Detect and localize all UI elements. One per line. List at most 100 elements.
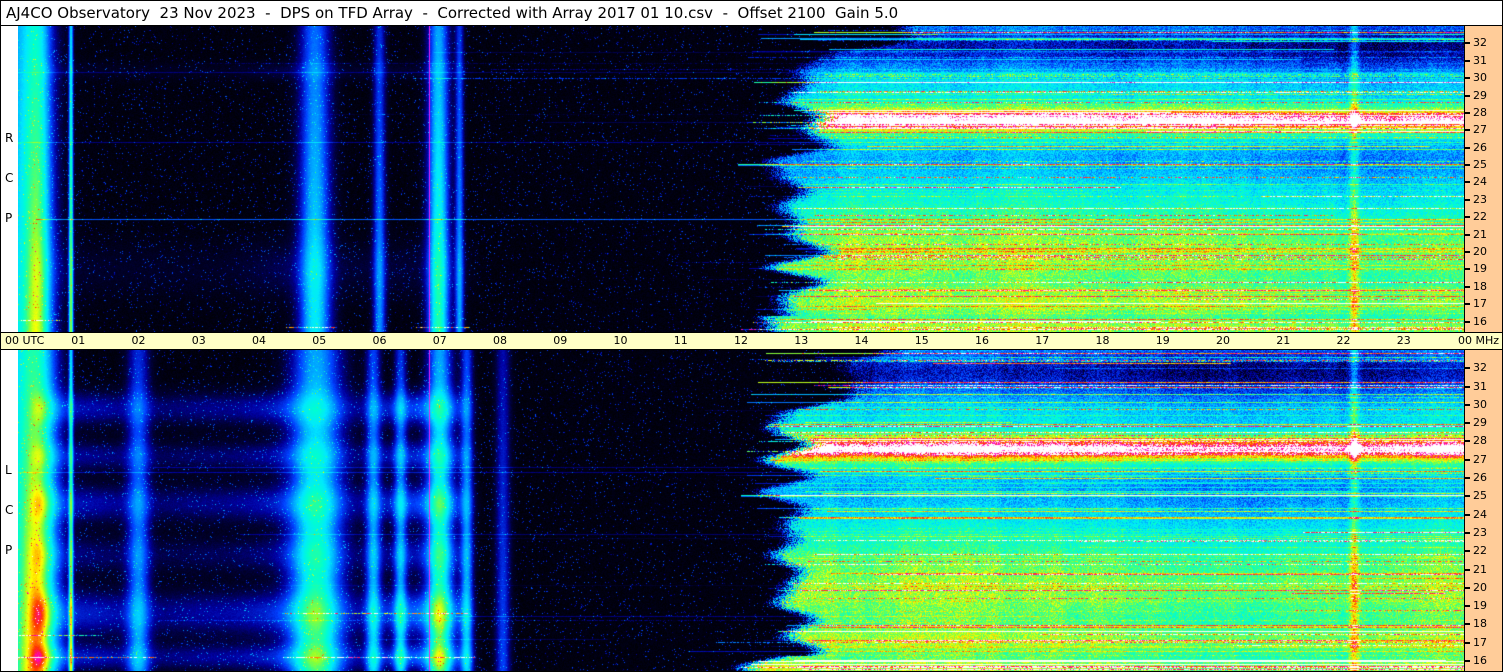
frequency-tick (1465, 285, 1470, 288)
frequency-tick (1465, 477, 1470, 480)
frequency-tick-label: 29 (1473, 416, 1487, 430)
frequency-tick-label: 21 (1473, 227, 1487, 241)
frequency-tick-label: 18 (1473, 617, 1487, 631)
frequency-tick-label: 28 (1473, 105, 1487, 119)
frequency-tick (1465, 531, 1470, 534)
frequency-tick (1465, 42, 1470, 45)
frequency-tick (1465, 303, 1470, 306)
frequency-tick (1465, 216, 1470, 219)
time-axis-start-label: 00 UTC (5, 334, 45, 347)
frequency-tick (1465, 367, 1470, 370)
lcp-polarization-label: L C P (1, 350, 18, 671)
frequency-tick (1465, 403, 1470, 406)
frequency-tick (1465, 59, 1470, 62)
frequency-tick (1465, 568, 1470, 571)
time-axis-hour-label: 12 (734, 334, 748, 347)
spectrogram-lcp-panel (18, 350, 1464, 671)
frequency-tick-label: 27 (1473, 123, 1487, 137)
frequency-tick-label: 30 (1473, 71, 1487, 85)
frequency-tick-label: 22 (1473, 210, 1487, 224)
time-axis: 00 UTC 01 02 03 04 05 06 07 08 09 10 11 12 13 14 15 16 17… (1, 332, 1502, 350)
frequency-scale-bottom: 32 31 30 29 28 27 26 25 24 23 22 21 20 19 18 17 16 (1464, 350, 1502, 671)
frequency-tick (1465, 623, 1470, 626)
frequency-tick-label: 23 (1473, 525, 1487, 539)
time-axis-hour-label: 13 (794, 334, 809, 347)
frequency-tick (1465, 586, 1470, 589)
frequency-tick (1465, 422, 1470, 425)
frequency-tick (1465, 181, 1470, 184)
time-axis-hour-label: 10 (613, 334, 628, 347)
frequency-tick-label: 16 (1473, 314, 1487, 328)
time-axis-hour-label: 06 (372, 334, 387, 347)
lcp-label-letter: P (5, 543, 13, 557)
time-axis-hour-label: 18 (1095, 334, 1110, 347)
time-axis-hour-label: 20 (1216, 334, 1230, 347)
frequency-tick (1465, 550, 1470, 553)
time-axis-end-label: 00 MHz (1457, 334, 1499, 347)
frequency-tick (1465, 94, 1470, 97)
frequency-tick-label: 19 (1473, 599, 1487, 613)
frequency-scale-top: 32 31 30 29 28 27 26 25 24 23 22 21 20 19 18 17 16 (1464, 26, 1502, 332)
frequency-tick-label: 22 (1473, 544, 1487, 558)
time-axis-hour-label: 09 (553, 334, 568, 347)
title-bar: AJ4CO Observatory 23 Nov 2023 - DPS on T… (1, 1, 1502, 26)
frequency-tick-label: 24 (1473, 507, 1487, 521)
frequency-tick (1465, 111, 1470, 114)
frequency-tick-label: 31 (1473, 379, 1487, 393)
frequency-tick-label: 18 (1473, 279, 1487, 293)
frequency-tick (1465, 385, 1470, 388)
frequency-tick (1465, 129, 1470, 132)
frequency-tick (1465, 198, 1470, 201)
rcp-label-letter: P (5, 211, 13, 225)
frequency-tick-label: 26 (1473, 471, 1487, 485)
frequency-tick-label: 32 (1473, 361, 1487, 375)
time-axis-hour-label: 15 (914, 334, 929, 347)
frequency-tick (1465, 233, 1470, 236)
frequency-tick (1465, 320, 1470, 323)
frequency-tick-label: 16 (1473, 654, 1487, 668)
time-axis-hour-label: 01 (71, 334, 86, 347)
time-axis-hour-label: 04 (252, 334, 266, 347)
frequency-tick-label: 29 (1473, 88, 1487, 102)
time-axis-hour-label: 21 (1276, 334, 1291, 347)
rcp-label-letter: C (5, 171, 14, 185)
frequency-tick-label: 30 (1473, 397, 1487, 411)
frequency-tick (1465, 495, 1470, 498)
frequency-tick-label: 31 (1473, 53, 1487, 67)
frequency-tick-label: 25 (1473, 489, 1487, 503)
time-axis-hour-label: 07 (432, 334, 447, 347)
frequency-tick (1465, 268, 1470, 271)
frequency-tick (1465, 77, 1470, 80)
rcp-label-letter: R (5, 131, 14, 145)
time-axis-hour-label: 22 (1336, 334, 1351, 347)
time-axis-hour-label: 03 (191, 334, 206, 347)
frequency-tick-label: 19 (1473, 262, 1487, 276)
frequency-tick (1465, 513, 1470, 516)
time-axis-hour-label: 02 (131, 334, 146, 347)
frequency-tick (1465, 251, 1470, 254)
frequency-tick-label: 32 (1473, 36, 1487, 50)
frequency-tick-label: 24 (1473, 175, 1487, 189)
frequency-tick (1465, 605, 1470, 608)
frequency-tick-label: 20 (1473, 580, 1487, 594)
frequency-tick-label: 23 (1473, 192, 1487, 206)
time-axis-hour-label: 05 (312, 334, 327, 347)
frequency-tick (1465, 660, 1470, 663)
frequency-tick-label: 17 (1473, 635, 1487, 649)
frequency-tick-label: 20 (1473, 245, 1487, 259)
time-axis-hour-label: 16 (975, 334, 989, 347)
time-axis-hour-label: 19 (1155, 334, 1170, 347)
frequency-tick-label: 26 (1473, 140, 1487, 154)
frequency-tick-label: 25 (1473, 158, 1487, 172)
frequency-tick-label: 27 (1473, 452, 1487, 466)
rcp-polarization-label: R C P (1, 26, 18, 332)
frequency-tick-label: 28 (1473, 434, 1487, 448)
spectrogram-rcp-panel (18, 26, 1464, 332)
frequency-tick (1465, 458, 1470, 461)
lcp-label-letter: C (5, 503, 14, 517)
plot-title: AJ4CO Observatory 23 Nov 2023 - DPS on T… (6, 4, 899, 22)
time-axis-hour-label: 11 (673, 334, 688, 347)
frequency-tick (1465, 164, 1470, 167)
frequency-tick (1465, 146, 1470, 149)
